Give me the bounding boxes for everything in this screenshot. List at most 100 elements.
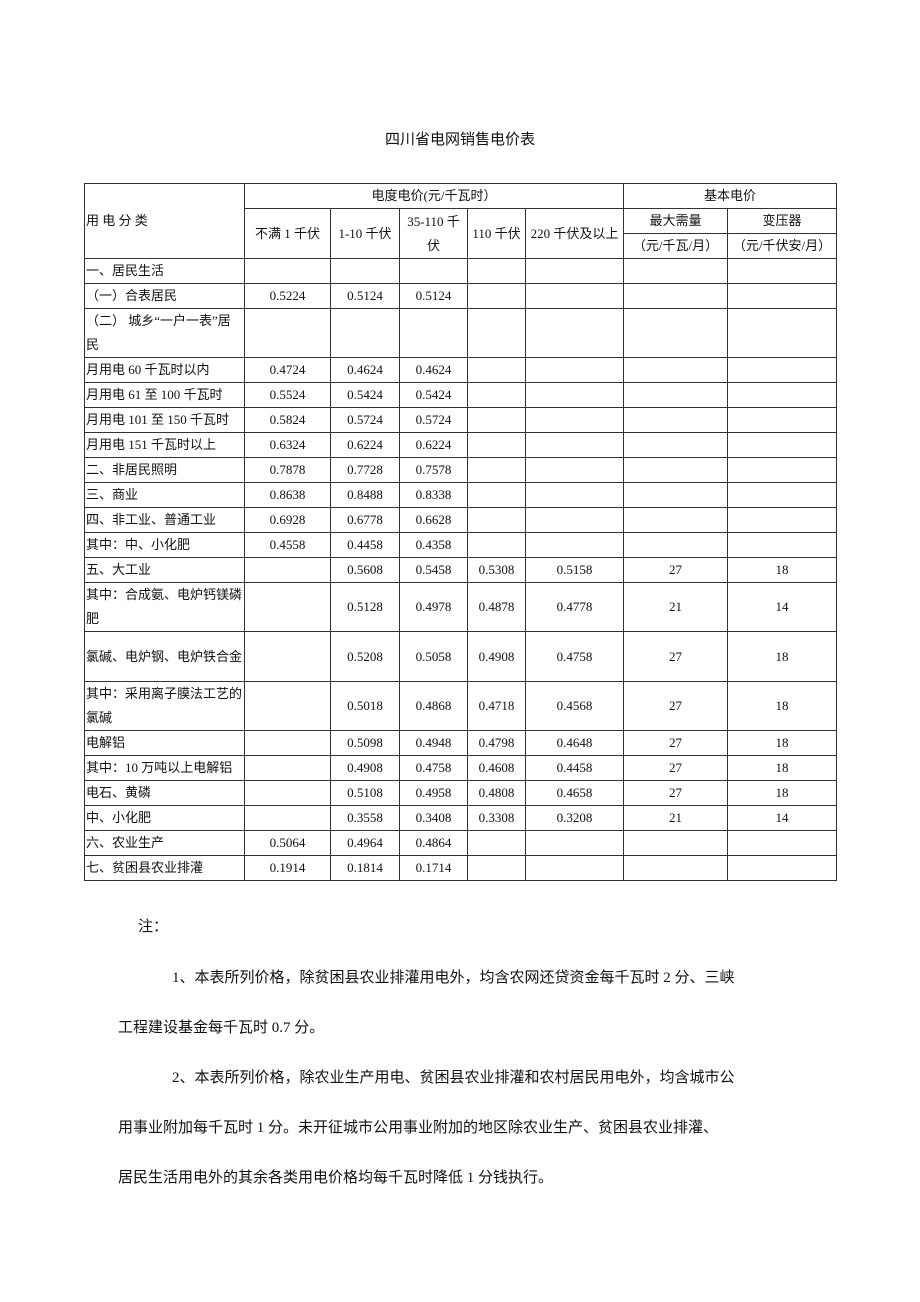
price-cell xyxy=(623,357,728,383)
price-cell: 0.8488 xyxy=(330,482,400,508)
table-row: 其中：合成氨、电炉钙镁磷肥 0.5128 0.4978 0.4878 0.4778 21 1… xyxy=(84,582,837,632)
table-row: 一、居民生活 xyxy=(84,258,837,284)
price-cell: 14 xyxy=(727,805,837,831)
price-cell xyxy=(244,780,331,806)
price-cell: 0.5424 xyxy=(399,382,468,408)
note-line: 用事业附加每千瓦时 1 分。未开征城市公用事业附加的地区除农业生产、贫困县农业排… xyxy=(118,1120,719,1136)
price-cell xyxy=(727,407,837,433)
row-category: 其中：合成氨、电炉钙镁磷肥 xyxy=(84,582,245,632)
table-row: 四、非工业、普通工业 0.6928 0.6778 0.6628 xyxy=(84,507,837,533)
price-cell: 0.4608 xyxy=(467,755,526,781)
price-cell: 0.4458 xyxy=(525,755,624,781)
price-cell: 0.5308 xyxy=(467,557,526,583)
price-cell: 27 xyxy=(623,780,728,806)
price-cell: 0.4648 xyxy=(525,730,624,756)
price-cell: 18 xyxy=(727,755,837,781)
note-line: 居民生活用电外的其余各类用电价格均每千瓦时降低 1 分钱执行。 xyxy=(118,1170,554,1186)
price-cell xyxy=(244,730,331,756)
row-category: 电石、黄磷 xyxy=(84,780,245,806)
price-cell xyxy=(623,507,728,533)
price-cell: 0.5724 xyxy=(399,407,468,433)
row-category: 三、商业 xyxy=(84,482,245,508)
price-cell: 0.1814 xyxy=(330,855,400,881)
price-cell xyxy=(244,755,331,781)
price-cell: 0.5098 xyxy=(330,730,400,756)
price-cell xyxy=(467,308,526,358)
price-cell xyxy=(525,482,624,508)
price-cell: 0.8338 xyxy=(399,482,468,508)
price-cell: 21 xyxy=(623,805,728,831)
price-cell: 0.4758 xyxy=(525,631,624,682)
table-row: 其中：采用离子膜法工艺的氯碱 0.5018 0.4868 0.4718 0.4568 27… xyxy=(84,681,837,731)
price-cell: 0.4978 xyxy=(399,582,468,632)
price-cell xyxy=(727,532,837,558)
price-cell: 0.4958 xyxy=(399,780,468,806)
price-cell xyxy=(244,681,331,731)
price-cell xyxy=(727,258,837,284)
price-cell: 0.6324 xyxy=(244,432,331,458)
price-cell: 0.5064 xyxy=(244,830,331,856)
row-category: （二） 城乡“一户一表”居民 xyxy=(84,308,245,358)
table-row: 其中：10 万吨以上电解铝 0.4908 0.4758 0.4608 0.4458 27 1… xyxy=(84,755,837,781)
price-cell xyxy=(467,357,526,383)
price-cell xyxy=(399,308,468,358)
price-cell xyxy=(525,283,624,309)
price-cell: 0.4624 xyxy=(399,357,468,383)
price-cell xyxy=(525,258,624,284)
price-cell xyxy=(525,308,624,358)
table-row: 五、大工业 0.5608 0.5458 0.5308 0.5158 27 18 xyxy=(84,557,837,583)
row-category: 氯碱、电炉钢、电炉铁合金 xyxy=(84,631,245,682)
price-cell xyxy=(623,457,728,483)
price-cell xyxy=(727,283,837,309)
price-cell xyxy=(467,432,526,458)
price-cell xyxy=(525,830,624,856)
row-category: 其中：中、小化肥 xyxy=(84,532,245,558)
price-cell: 0.4358 xyxy=(399,532,468,558)
price-cell: 0.5058 xyxy=(399,631,468,682)
row-category: 月用电 101 至 150 千瓦时 xyxy=(84,407,245,433)
price-cell: 27 xyxy=(623,755,728,781)
price-cell xyxy=(244,308,331,358)
row-category: 二、非居民照明 xyxy=(84,457,245,483)
price-cell: 0.3208 xyxy=(525,805,624,831)
row-category: 月用电 60 千瓦时以内 xyxy=(84,357,245,383)
price-cell: 0.5458 xyxy=(399,557,468,583)
row-category: 其中：采用离子膜法工艺的氯碱 xyxy=(84,681,245,731)
note-line: 1、本表所列价格，除贫困县农业排灌用电外，均含农网还贷资金每千瓦时 2 分、三峡 xyxy=(172,970,735,986)
price-cell xyxy=(525,407,624,433)
price-cell xyxy=(623,382,728,408)
table-row: 六、农业生产 0.5064 0.4964 0.4864 xyxy=(84,830,837,856)
price-cell: 0.4798 xyxy=(467,730,526,756)
header-voltage: 220 千伏及以上 xyxy=(525,208,624,259)
header-voltage: 35-110 千伏 xyxy=(399,208,468,259)
price-cell: 0.5124 xyxy=(399,283,468,309)
price-cell: 0.4908 xyxy=(330,755,400,781)
price-cell xyxy=(244,805,331,831)
header-category: 用 电 分 类 xyxy=(84,183,245,259)
row-category: 其中：10 万吨以上电解铝 xyxy=(84,755,245,781)
price-cell xyxy=(727,432,837,458)
price-cell xyxy=(525,855,624,881)
row-category: 四、非工业、普通工业 xyxy=(84,507,245,533)
price-cell: 0.5208 xyxy=(330,631,400,682)
price-cell: 0.4868 xyxy=(399,681,468,731)
price-cell: 0.1914 xyxy=(244,855,331,881)
price-cell xyxy=(727,382,837,408)
price-cell xyxy=(467,855,526,881)
note-line: 工程建设基金每千瓦时 0.7 分。 xyxy=(118,1020,325,1036)
price-cell xyxy=(525,507,624,533)
header-transformer: 变压器 xyxy=(727,208,837,234)
row-category: 月用电 151 千瓦时以上 xyxy=(84,432,245,458)
price-cell: 0.5158 xyxy=(525,557,624,583)
price-cell xyxy=(467,457,526,483)
price-cell xyxy=(727,482,837,508)
price-cell: 18 xyxy=(727,631,837,682)
price-cell: 0.6224 xyxy=(399,432,468,458)
price-cell xyxy=(727,457,837,483)
header-transformer-unit: （元/千伏安/月） xyxy=(727,233,837,259)
price-cell: 0.4948 xyxy=(399,730,468,756)
price-cell: 0.4878 xyxy=(467,582,526,632)
price-cell xyxy=(623,407,728,433)
price-cell xyxy=(727,830,837,856)
page-title: 四川省电网销售电价表 xyxy=(384,132,535,148)
